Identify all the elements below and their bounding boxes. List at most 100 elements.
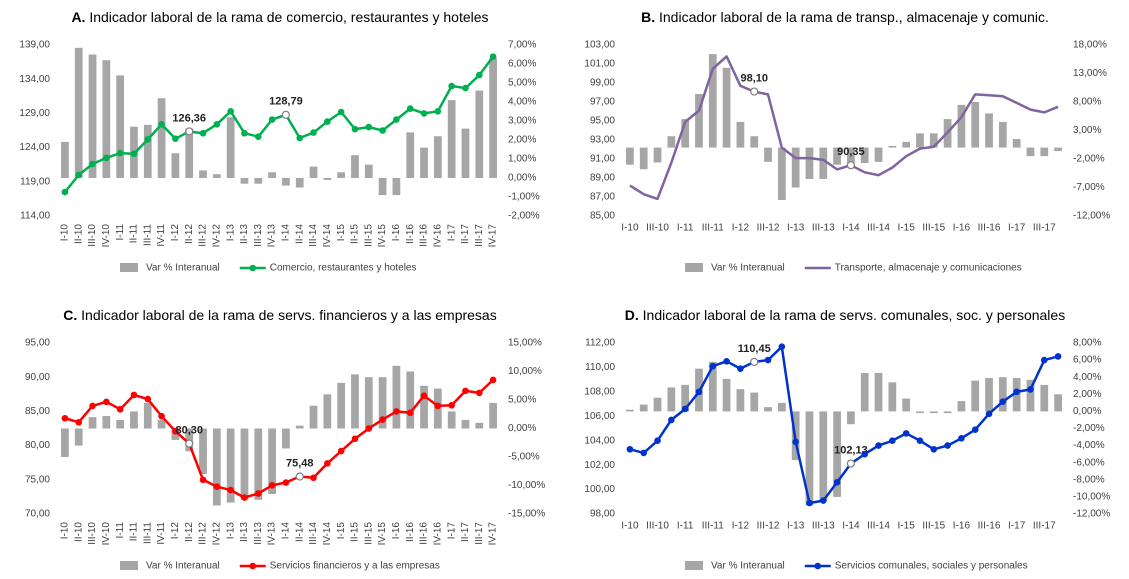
bar [171,153,180,178]
x-tick-label: I-14 [842,223,860,234]
bar [102,415,111,429]
marker [875,442,882,449]
bar [282,428,290,449]
x-tick-label: IV-11 [156,522,167,545]
x-tick-label: I-17 [1008,223,1026,234]
marker [448,401,455,409]
bar [351,155,359,178]
bar [88,417,97,429]
y-tick-label: 124,00 [19,142,50,153]
marker [365,123,373,131]
bar [295,178,304,188]
x-tick-label: IV-10 [101,224,112,248]
marker [462,387,469,395]
x-tick-label: IV-16 [432,522,443,546]
marker [819,497,827,504]
bar [902,141,911,148]
highlight-marker [185,127,194,136]
x-tick-label: III-12 [757,223,780,234]
x-tick-label: I-16 [953,223,971,234]
marker [172,427,179,435]
bar [888,145,897,148]
marker [89,160,96,168]
legend-swatch [120,263,138,272]
y-tick-label: 134,00 [19,74,50,85]
y2-tick-label: -10,00% [508,480,545,491]
x-tick-label: III-13 [812,223,835,234]
bar [639,147,648,170]
y-tick-label: 99,00 [590,78,615,89]
bar [722,378,731,412]
y2-tick-label: -12,00% [1073,211,1110,222]
bar [764,147,772,162]
bar [74,47,83,178]
bar [212,428,221,506]
y2-tick-label: 0,00% [1073,406,1101,417]
marker [254,133,262,140]
bar [874,147,883,162]
x-tick-label: I-10 [60,522,71,540]
marker [889,437,896,445]
bar [667,136,676,148]
x-tick-label: I-12 [732,223,750,234]
marker [999,398,1007,405]
y-tick-label: 89,00 [590,173,615,184]
marker [213,121,221,128]
y-tick-label: 95,00 [590,116,615,127]
marker [489,53,497,60]
marker [144,395,152,403]
bar [916,411,924,414]
y-tick-label: 70,00 [25,509,50,520]
x-tick-label: I-16 [953,521,971,532]
marker [723,358,730,365]
bar [805,411,814,506]
bar [406,371,415,429]
bar [626,147,634,165]
legend-label: Var % Interanual [146,263,220,274]
x-tick-label: II-12 [184,224,195,244]
marker [75,171,83,179]
y-tick-label: 129,00 [19,108,50,119]
bar [1012,139,1021,148]
bar [1054,147,1062,152]
x-tick-label: III-16 [419,522,430,545]
y2-tick-label: 3,00% [508,116,536,127]
bar [916,133,924,148]
y-tick-label: 90,00 [25,372,50,383]
marker [434,108,442,115]
bar [626,409,634,412]
marker [1054,353,1062,360]
x-tick-label: III-15 [363,522,374,545]
marker [668,416,675,424]
bar [475,422,484,429]
bar [157,98,166,178]
marker [489,376,497,384]
y2-tick-label: -7,00% [1073,182,1105,193]
x-tick-label: III-17 [474,522,485,545]
marker [1027,386,1034,393]
bar [902,398,911,412]
x-tick-label: IV-15 [377,224,388,248]
x-tick-label: III-14 [867,521,890,532]
x-tick-label: I-11 [677,521,694,532]
marker [268,481,276,489]
y2-tick-label: -2,00% [508,211,540,222]
y2-tick-label: 5,00% [508,395,536,406]
y-tick-label: 101,00 [584,59,615,70]
x-tick-label: I-17 [446,224,457,242]
bar [254,178,263,184]
value-label: 90,35 [837,146,865,158]
marker [393,116,400,123]
marker [737,365,744,372]
y2-tick-label: -15,00% [508,509,545,520]
marker [282,479,290,486]
marker [379,416,386,423]
x-tick-label: III-17 [1033,223,1056,234]
y2-tick-label: -5,00% [508,452,540,463]
legend-label: Transporte, almacenaje y comunicaciones [835,263,1022,274]
chart-title: C. Indicador laboral de la rama de servs… [63,307,496,323]
x-tick-label: I-12 [732,521,750,532]
panel-label: D. [625,307,639,323]
x-tick-label: I-12 [170,224,181,242]
x-tick-label: III-12 [198,224,209,247]
